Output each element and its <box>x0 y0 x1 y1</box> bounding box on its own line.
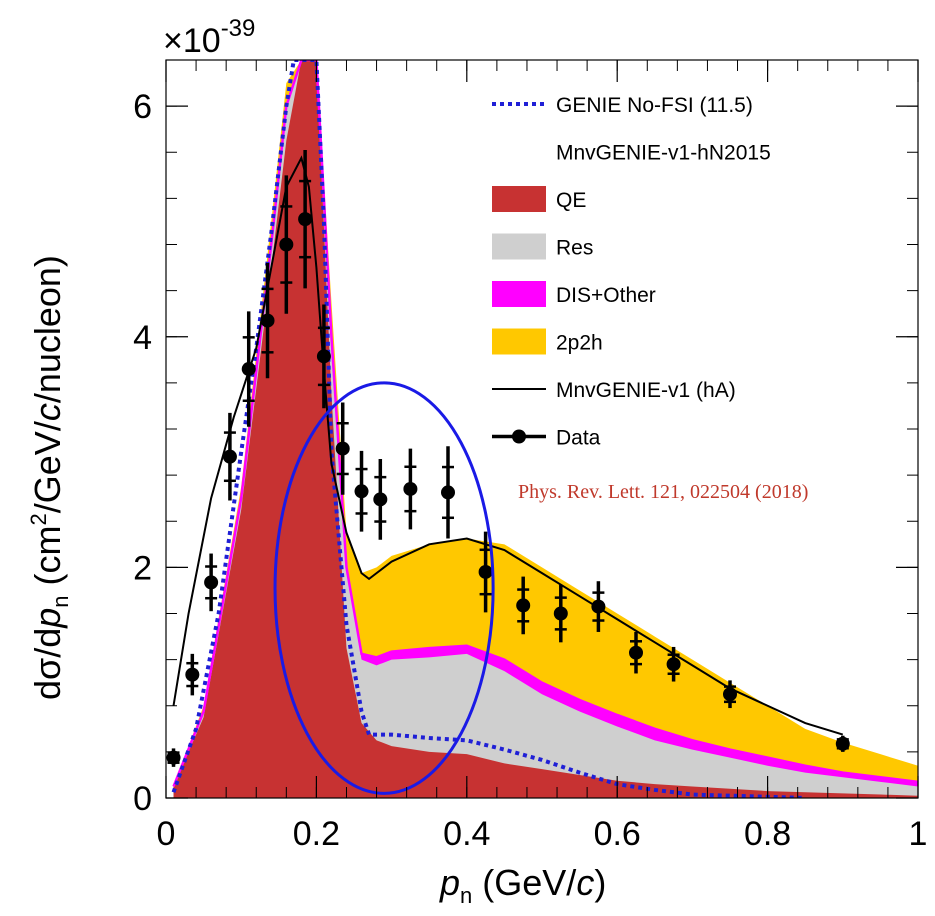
y-tick-label: 2 <box>133 549 152 587</box>
x-tick-label: 0.6 <box>594 815 641 853</box>
legend-item-data: Data <box>492 427 601 450</box>
data-marker <box>629 646 643 660</box>
legend-label: Data <box>556 427 601 450</box>
legend-label: DIS+Other <box>556 284 656 307</box>
y-axis-mid: (cm <box>27 525 68 595</box>
data-marker <box>723 687 737 701</box>
data-point <box>185 654 199 696</box>
legend-swatch <box>492 186 546 212</box>
legend-label: QE <box>556 189 586 212</box>
y-tick-label: 0 <box>133 780 152 818</box>
data-point <box>223 413 237 501</box>
legend-item-nofsi: GENIE No-FSI (11.5) <box>492 94 753 117</box>
y-axis-var: p <box>27 608 68 629</box>
legend-item-twop: 2p2h <box>492 329 603 355</box>
y-axis-post: /nucleon) <box>27 255 68 403</box>
y-axis-title: dσ/dpn (cm2/GeV/c/nucleon) <box>26 255 73 700</box>
data-marker <box>355 484 369 498</box>
legend-item-qe: QE <box>492 186 586 212</box>
legend-swatch <box>492 329 546 355</box>
citation-annotation: Phys. Rev. Lett. 121, 022504 (2018) <box>518 481 808 503</box>
data-marker <box>554 607 568 621</box>
x-axis-title: pn (GeV/c) <box>439 862 606 908</box>
legend-marker <box>512 430 526 444</box>
legend-label: MnvGENIE-v1 (hA) <box>556 379 736 402</box>
legend-label: GENIE No-FSI (11.5) <box>556 94 753 117</box>
x-tick-label: 0.4 <box>443 815 490 853</box>
data-point <box>836 736 850 752</box>
x-tick-label: 0 <box>157 815 176 853</box>
y-tick-label: 6 <box>133 88 152 126</box>
data-point <box>204 554 218 612</box>
data-point <box>373 459 387 540</box>
data-marker <box>373 492 387 506</box>
data-marker <box>667 657 681 671</box>
data-marker <box>242 362 256 376</box>
y-axis-unit: c <box>27 403 68 421</box>
legend-swatch <box>492 234 546 260</box>
legend-label: Res <box>556 237 593 260</box>
legend-label: 2p2h <box>556 332 603 355</box>
stacked-areas <box>167 60 918 798</box>
data-point <box>167 748 181 766</box>
data-marker <box>836 737 850 751</box>
y-multiplier-base: ×10 <box>163 22 221 60</box>
y-tick-label: 4 <box>133 319 152 357</box>
data-marker <box>279 238 293 252</box>
y-multiplier: ×10-39 <box>163 15 255 60</box>
x-tick-label: 0.8 <box>744 815 791 853</box>
x-axis-close: ) <box>594 862 606 903</box>
x-axis-sub: n <box>460 883 472 908</box>
data-point <box>403 449 417 530</box>
legend-item-dis: DIS+Other <box>492 281 656 307</box>
y-axis-sup: 2 <box>26 513 51 525</box>
legend-item-res: Res <box>492 234 593 260</box>
data-marker <box>167 751 181 765</box>
legend-label: MnvGENIE-v1-hN2015 <box>556 142 771 165</box>
data-marker <box>204 575 218 589</box>
data-marker <box>336 442 350 456</box>
x-axis-unit: c <box>576 862 594 903</box>
y-axis-mid2: /GeV/ <box>27 421 68 513</box>
data-marker <box>441 485 455 499</box>
x-axis-var: p <box>439 862 460 903</box>
data-marker <box>479 565 493 579</box>
data-marker <box>317 349 331 363</box>
legend-item-ha: MnvGENIE-v1 (hA) <box>492 379 736 402</box>
y-axis-sub: n <box>48 595 73 607</box>
data-marker <box>591 600 605 614</box>
legend-swatch <box>492 281 546 307</box>
data-marker <box>185 668 199 682</box>
x-tick-label: 0.2 <box>293 815 340 853</box>
data-marker <box>516 598 530 612</box>
data-marker <box>403 482 417 496</box>
x-axis-rest: (GeV/ <box>472 862 576 903</box>
legend-item-header: MnvGENIE-v1-hN2015 <box>556 142 771 165</box>
data-marker <box>223 450 237 464</box>
data-marker <box>298 212 312 226</box>
legend: GENIE No-FSI (11.5) MnvGENIE-v1-hN2015 QE R… <box>492 94 771 450</box>
x-tick-label: 1 <box>909 815 928 853</box>
data-point <box>441 446 455 538</box>
data-marker <box>261 314 275 328</box>
y-multiplier-exponent: -39 <box>221 15 256 42</box>
data-point <box>355 451 369 532</box>
y-axis-pre: dσ/d <box>27 628 68 700</box>
